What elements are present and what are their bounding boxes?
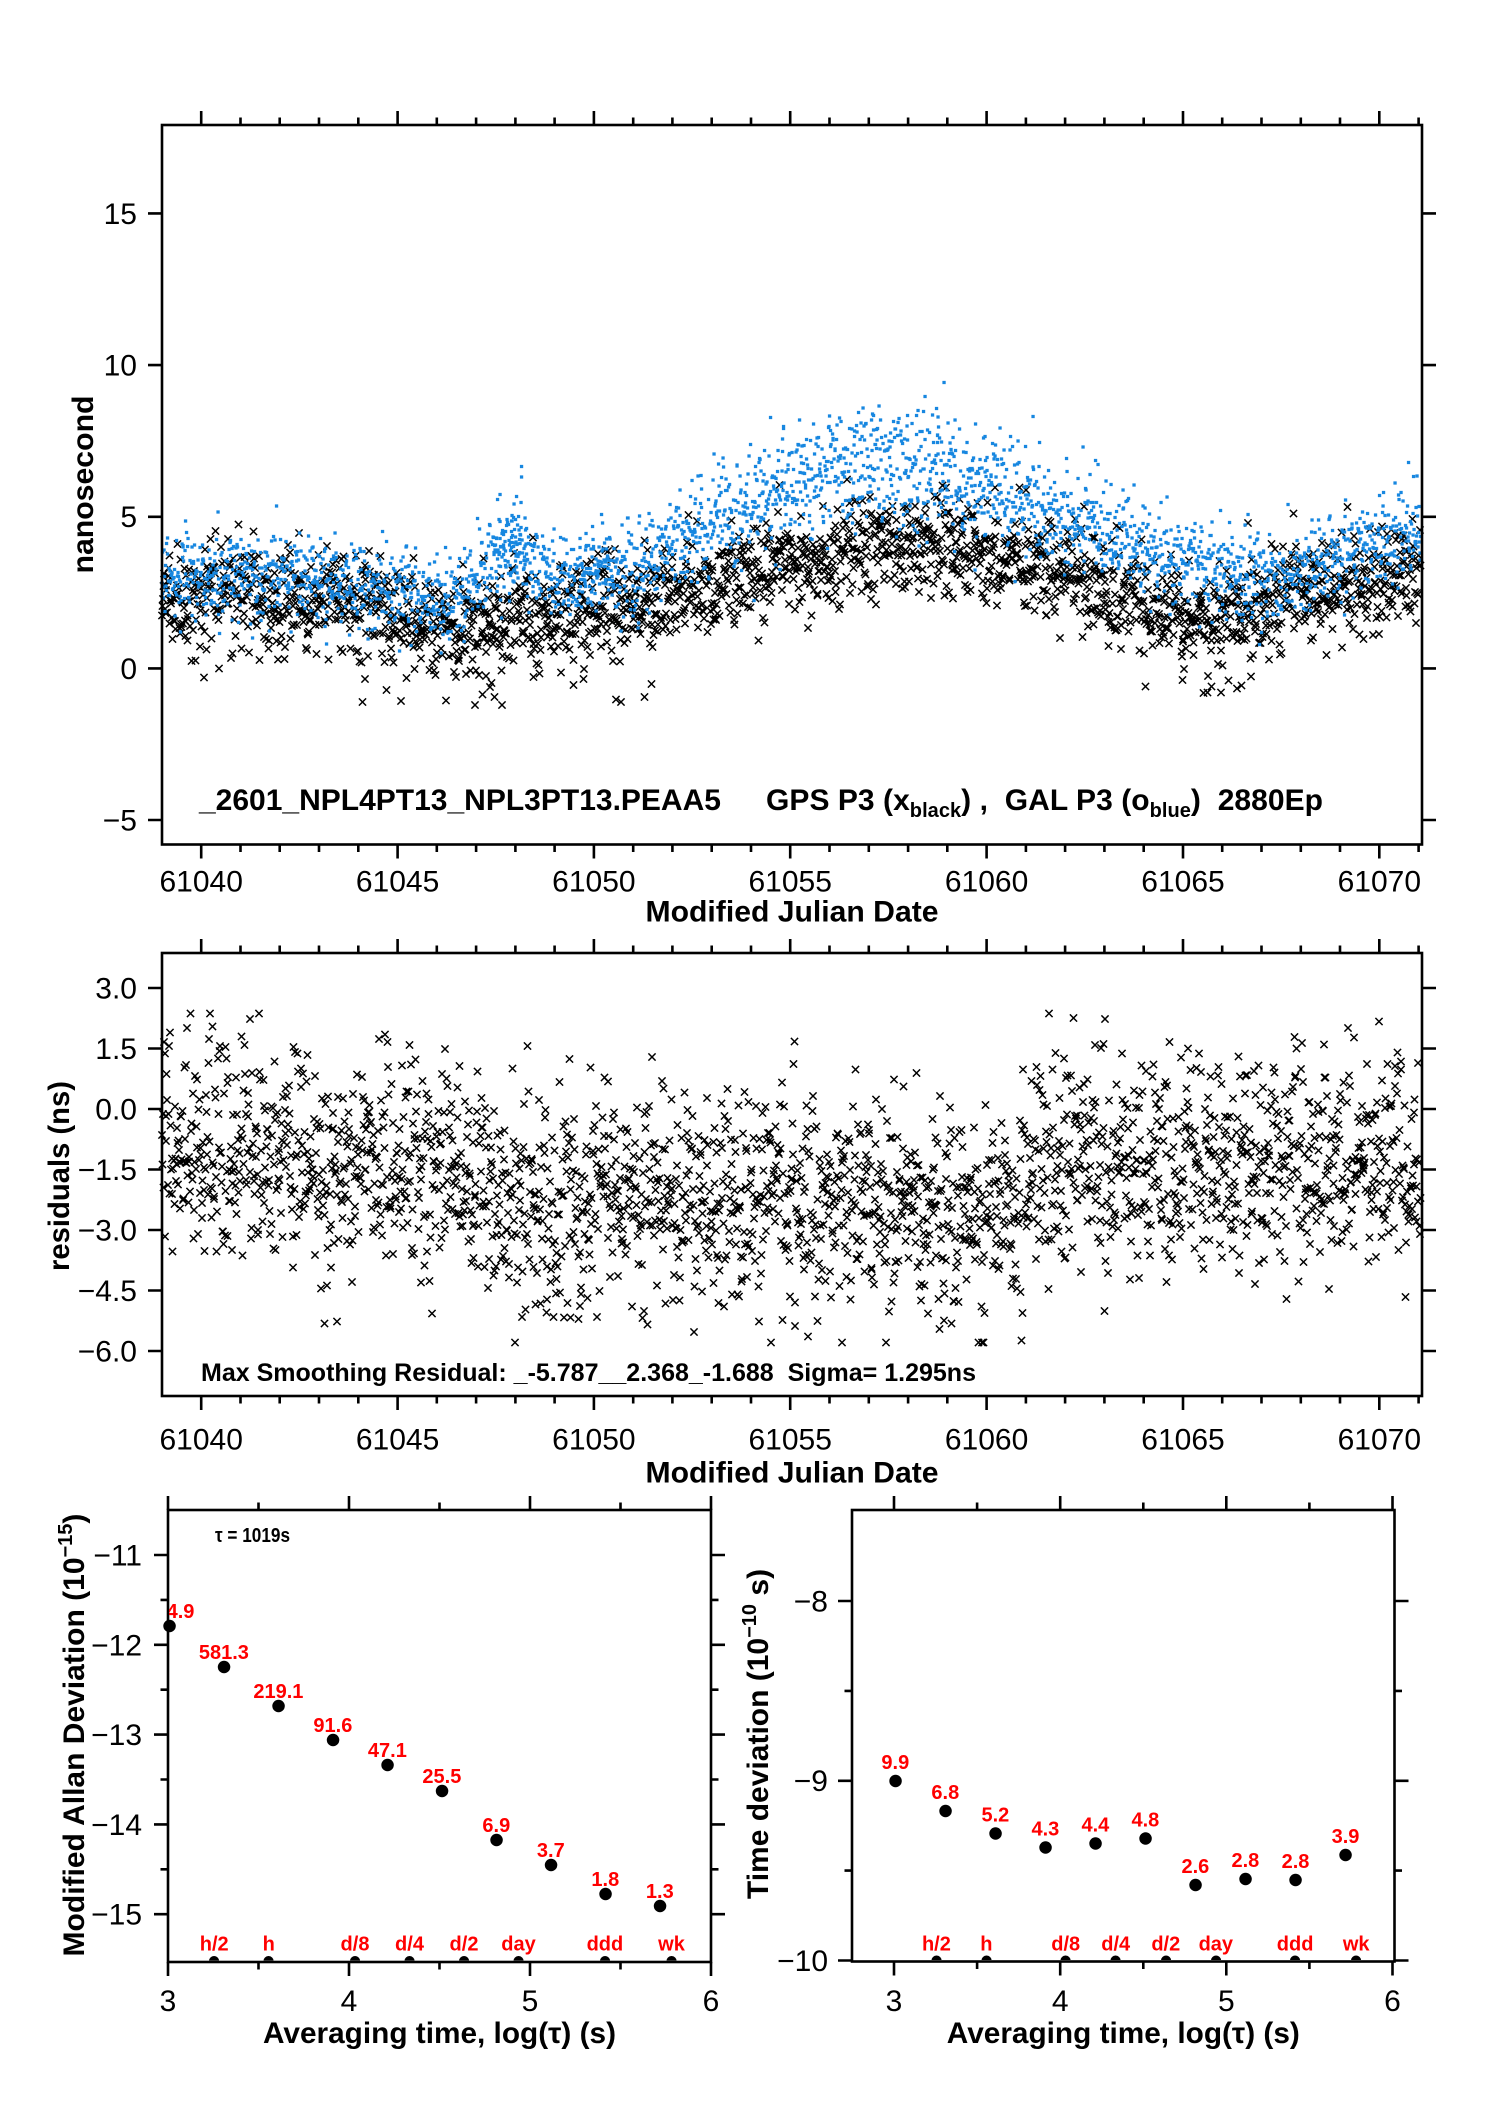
svg-text:h/2: h/2 <box>922 1934 951 1956</box>
svg-text:day: day <box>1199 1934 1234 1956</box>
svg-text:−4.5: −4.5 <box>78 1275 137 1308</box>
svg-text:Modified Allan Deviation (10−1: Modified Allan Deviation (10−15) <box>55 1514 91 1957</box>
svg-text:Modified Julian Date: Modified Julian Date <box>646 1457 939 1490</box>
svg-text:−3.0: −3.0 <box>78 1215 137 1248</box>
svg-text:61050: 61050 <box>552 1424 635 1457</box>
svg-text:61050: 61050 <box>552 866 635 899</box>
svg-text:wk: wk <box>1342 1934 1371 1956</box>
svg-text:−12: −12 <box>91 1629 142 1662</box>
svg-text:5.2: 5.2 <box>981 1805 1009 1827</box>
svg-text:d/2: d/2 <box>1151 1934 1180 1956</box>
svg-text:h: h <box>980 1934 992 1956</box>
svg-text:d/2: d/2 <box>450 1934 479 1956</box>
svg-text:0.0: 0.0 <box>95 1094 137 1127</box>
svg-text:d/8: d/8 <box>341 1934 370 1956</box>
svg-text:2.6: 2.6 <box>1181 1856 1209 1878</box>
svg-text:5: 5 <box>120 501 137 534</box>
svg-text:219.1: 219.1 <box>253 1681 303 1703</box>
svg-text:Modified Julian Date: Modified Julian Date <box>646 896 939 929</box>
svg-text:3: 3 <box>160 1985 177 2018</box>
svg-text:4.3: 4.3 <box>1031 1819 1059 1841</box>
svg-text:−14: −14 <box>91 1809 142 1842</box>
svg-text:h/2: h/2 <box>200 1934 229 1956</box>
svg-text:nanosecond: nanosecond <box>67 396 100 574</box>
svg-text:10: 10 <box>104 350 137 383</box>
svg-text:25.5: 25.5 <box>422 1766 461 1788</box>
svg-text:−5: −5 <box>103 805 137 838</box>
svg-text:61040: 61040 <box>159 866 242 899</box>
svg-text:Max Smoothing Residual: _-5.78: Max Smoothing Residual: _-5.787__2.368_-… <box>201 1359 976 1387</box>
svg-text:6.8: 6.8 <box>931 1782 959 1804</box>
svg-text:61060: 61060 <box>945 866 1028 899</box>
svg-text:61065: 61065 <box>1141 866 1224 899</box>
svg-text:91.6: 91.6 <box>313 1715 352 1737</box>
svg-text:−10: −10 <box>777 1945 828 1978</box>
svg-text:15: 15 <box>104 198 137 231</box>
svg-text:4: 4 <box>341 1985 358 2018</box>
svg-text:d/4: d/4 <box>395 1934 425 1956</box>
svg-text:6: 6 <box>1384 1985 1401 2018</box>
svg-text:ddd: ddd <box>587 1934 624 1956</box>
svg-text:residuals (ns): residuals (ns) <box>43 1081 76 1271</box>
svg-text:61055: 61055 <box>748 866 831 899</box>
svg-text:_2601_NPL4PT13_NPL3PT13.PEAA5: _2601_NPL4PT13_NPL3PT13.PEAA5 <box>198 784 721 817</box>
svg-text:2.8: 2.8 <box>1231 1850 1259 1872</box>
svg-text:4.4: 4.4 <box>1081 1815 1110 1837</box>
svg-text:−8: −8 <box>794 1586 828 1619</box>
svg-text:6: 6 <box>703 1985 720 2018</box>
svg-text:3.7: 3.7 <box>537 1840 565 1862</box>
svg-text:wk: wk <box>657 1934 686 1956</box>
svg-text:5: 5 <box>1218 1985 1235 2018</box>
svg-text:1.3: 1.3 <box>646 1881 674 1903</box>
svg-text:GPS P3 (xblack) , GAL P3 (obl: GPS P3 (xblack) , GAL P3 (oblue) 2880Ep <box>766 784 1323 822</box>
svg-text:61065: 61065 <box>1141 1424 1224 1457</box>
svg-text:61040: 61040 <box>159 1424 242 1457</box>
svg-text:4.8: 4.8 <box>1131 1810 1159 1832</box>
svg-text:−9: −9 <box>794 1765 828 1798</box>
svg-text:984.9: 984.9 <box>144 1601 194 1623</box>
svg-text:2.8: 2.8 <box>1282 1851 1310 1873</box>
svg-text:61060: 61060 <box>945 1424 1028 1457</box>
svg-text:5: 5 <box>522 1985 539 2018</box>
svg-text:day: day <box>501 1934 536 1956</box>
svg-text:−15: −15 <box>91 1899 142 1932</box>
svg-text:9.9: 9.9 <box>881 1752 909 1774</box>
svg-text:−11: −11 <box>93 1540 142 1573</box>
svg-text:0: 0 <box>120 653 137 686</box>
svg-text:d/8: d/8 <box>1051 1934 1080 1956</box>
svg-text:−1.5: −1.5 <box>78 1154 137 1187</box>
svg-text:581.3: 581.3 <box>199 1642 249 1664</box>
svg-text:61070: 61070 <box>1338 866 1421 899</box>
svg-text:61045: 61045 <box>356 866 439 899</box>
svg-text:3: 3 <box>886 1985 903 2018</box>
svg-text:ddd: ddd <box>1277 1934 1314 1956</box>
svg-text:61070: 61070 <box>1338 1424 1421 1457</box>
svg-text:−13: −13 <box>91 1719 142 1752</box>
svg-text:d/4: d/4 <box>1101 1934 1131 1956</box>
svg-text:47.1: 47.1 <box>368 1740 407 1762</box>
svg-text:6.9: 6.9 <box>482 1815 510 1837</box>
svg-text:Averaging time, log(τ) (s): Averaging time, log(τ) (s) <box>263 2017 616 2050</box>
svg-text:3.0: 3.0 <box>95 973 137 1006</box>
svg-text:61045: 61045 <box>356 1424 439 1457</box>
svg-text:4: 4 <box>1052 1985 1069 2018</box>
svg-text:1.5: 1.5 <box>95 1033 137 1066</box>
svg-text:61055: 61055 <box>748 1424 831 1457</box>
svg-text:3.9: 3.9 <box>1332 1826 1360 1848</box>
svg-text:−6.0: −6.0 <box>78 1336 137 1369</box>
svg-text:1.8: 1.8 <box>591 1869 619 1891</box>
svg-text:τ = 1019s: τ = 1019s <box>215 1525 290 1547</box>
svg-text:Averaging time, log(τ) (s): Averaging time, log(τ) (s) <box>947 2017 1300 2050</box>
svg-text:h: h <box>263 1934 275 1956</box>
